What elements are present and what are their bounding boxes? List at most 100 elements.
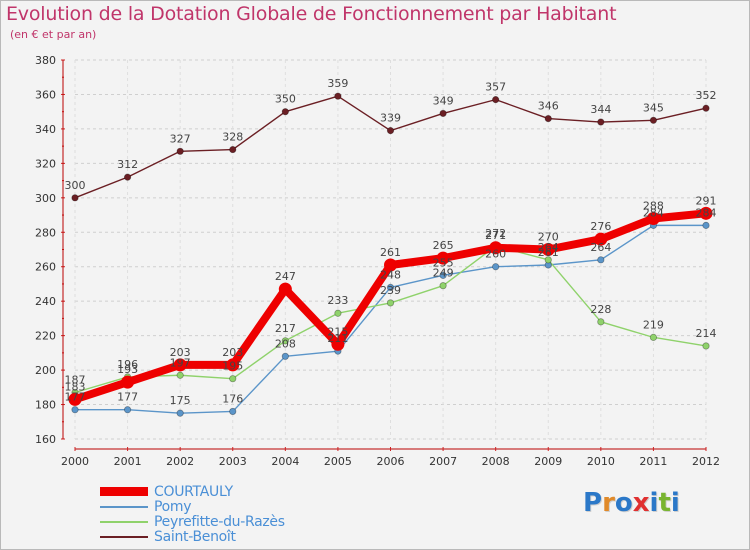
data-label: 265 (433, 239, 454, 252)
data-point (71, 406, 79, 414)
data-label: 312 (117, 158, 138, 171)
x-tick-label: 2002 (166, 455, 194, 468)
legend-item-saint-benoit: Saint-Benoît (100, 528, 360, 545)
data-point (544, 114, 552, 123)
legend-item-pomy: Pomy (100, 498, 360, 515)
legend-swatch (100, 487, 148, 496)
y-tick-label: 340 (35, 123, 56, 136)
data-label: 357 (485, 81, 506, 94)
data-label: 284 (643, 206, 664, 219)
legend-item-courtauly: COURTAULY (100, 483, 360, 500)
y-tick-label: 260 (35, 261, 56, 274)
x-tick-label: 2010 (587, 455, 615, 468)
data-point (597, 256, 605, 264)
proxiti-logo: Proxiti (583, 488, 680, 518)
data-point (492, 263, 500, 271)
data-point (436, 251, 450, 265)
data-label: 264 (590, 241, 611, 254)
data-label: 233 (327, 294, 348, 307)
data-point (544, 256, 552, 264)
data-label: 345 (643, 101, 664, 114)
data-point (439, 109, 447, 118)
legend-swatch (100, 505, 148, 508)
data-label: 248 (380, 268, 401, 281)
data-label: 228 (590, 303, 611, 316)
logo-letter: r (602, 488, 615, 518)
x-tick-label: 2005 (324, 455, 352, 468)
y-tick-label: 300 (35, 192, 56, 205)
data-label: 203 (222, 346, 243, 359)
data-point (384, 258, 397, 272)
data-point (226, 358, 240, 372)
data-label: 271 (485, 229, 506, 242)
data-point (229, 407, 237, 416)
data-label: 300 (65, 179, 86, 192)
data-point (123, 406, 132, 414)
data-label: 196 (117, 358, 138, 371)
data-label: 359 (327, 77, 348, 90)
legend: COURTAULY Pomy Peyrefitte-du-Razès Saint… (100, 483, 360, 545)
data-point (597, 118, 605, 126)
data-label: 261 (538, 246, 559, 259)
data-label: 260 (485, 248, 506, 261)
y-tick-label: 360 (35, 88, 56, 101)
chart-subtitle: (en € et par an) (10, 28, 97, 41)
data-label: 215 (327, 325, 348, 338)
legend-label: Saint-Benoît (154, 528, 236, 545)
data-label: 339 (380, 112, 401, 125)
data-point (229, 375, 237, 383)
data-point (334, 92, 342, 100)
data-point (439, 282, 447, 290)
legend-label: Pomy (154, 498, 192, 515)
y-tick-label: 180 (35, 399, 56, 412)
data-label: 208 (275, 337, 296, 350)
data-point (281, 352, 289, 360)
logo-letter: P (583, 488, 603, 518)
data-point (594, 232, 608, 246)
data-label: 183 (65, 380, 86, 393)
data-point (281, 337, 289, 345)
data-point (649, 116, 658, 124)
data-point (331, 337, 345, 351)
data-label: 272 (485, 227, 506, 240)
x-tick-label: 2012 (692, 455, 720, 468)
data-label: 346 (538, 100, 559, 113)
data-point (229, 145, 237, 154)
x-tick-label: 2004 (271, 455, 299, 468)
data-label: 328 (222, 131, 243, 144)
data-point (541, 243, 555, 256)
data-label: 255 (433, 256, 454, 269)
data-label: 219 (643, 318, 664, 331)
data-point (702, 221, 710, 229)
y-tick-label: 160 (35, 433, 56, 446)
data-label: 247 (275, 270, 296, 283)
data-point (702, 342, 710, 350)
data-point (278, 282, 292, 296)
data-label: 177 (65, 391, 86, 404)
data-label: 350 (275, 93, 296, 106)
data-point (176, 409, 184, 417)
legend-label: Peyrefitte-du-Razès (154, 513, 285, 530)
data-label: 288 (643, 199, 664, 212)
data-point (699, 206, 713, 220)
legend-label: COURTAULY (154, 483, 233, 500)
logo-letter: x (632, 488, 650, 518)
y-tick-label: 220 (35, 330, 56, 343)
x-tick-label: 2006 (377, 455, 405, 468)
x-tick-label: 2003 (219, 455, 247, 468)
data-label: 352 (696, 89, 717, 102)
data-label: 261 (380, 246, 401, 259)
data-label: 284 (696, 206, 717, 219)
data-point (597, 318, 605, 326)
y-tick-label: 240 (35, 295, 56, 308)
data-label: 270 (538, 231, 559, 244)
data-label: 276 (590, 220, 611, 233)
data-point (121, 375, 135, 389)
data-label: 175 (170, 394, 191, 407)
legend-swatch (100, 520, 148, 523)
data-point (492, 96, 500, 104)
data-point (71, 194, 79, 202)
data-label: 239 (380, 284, 401, 297)
data-point (123, 173, 132, 181)
